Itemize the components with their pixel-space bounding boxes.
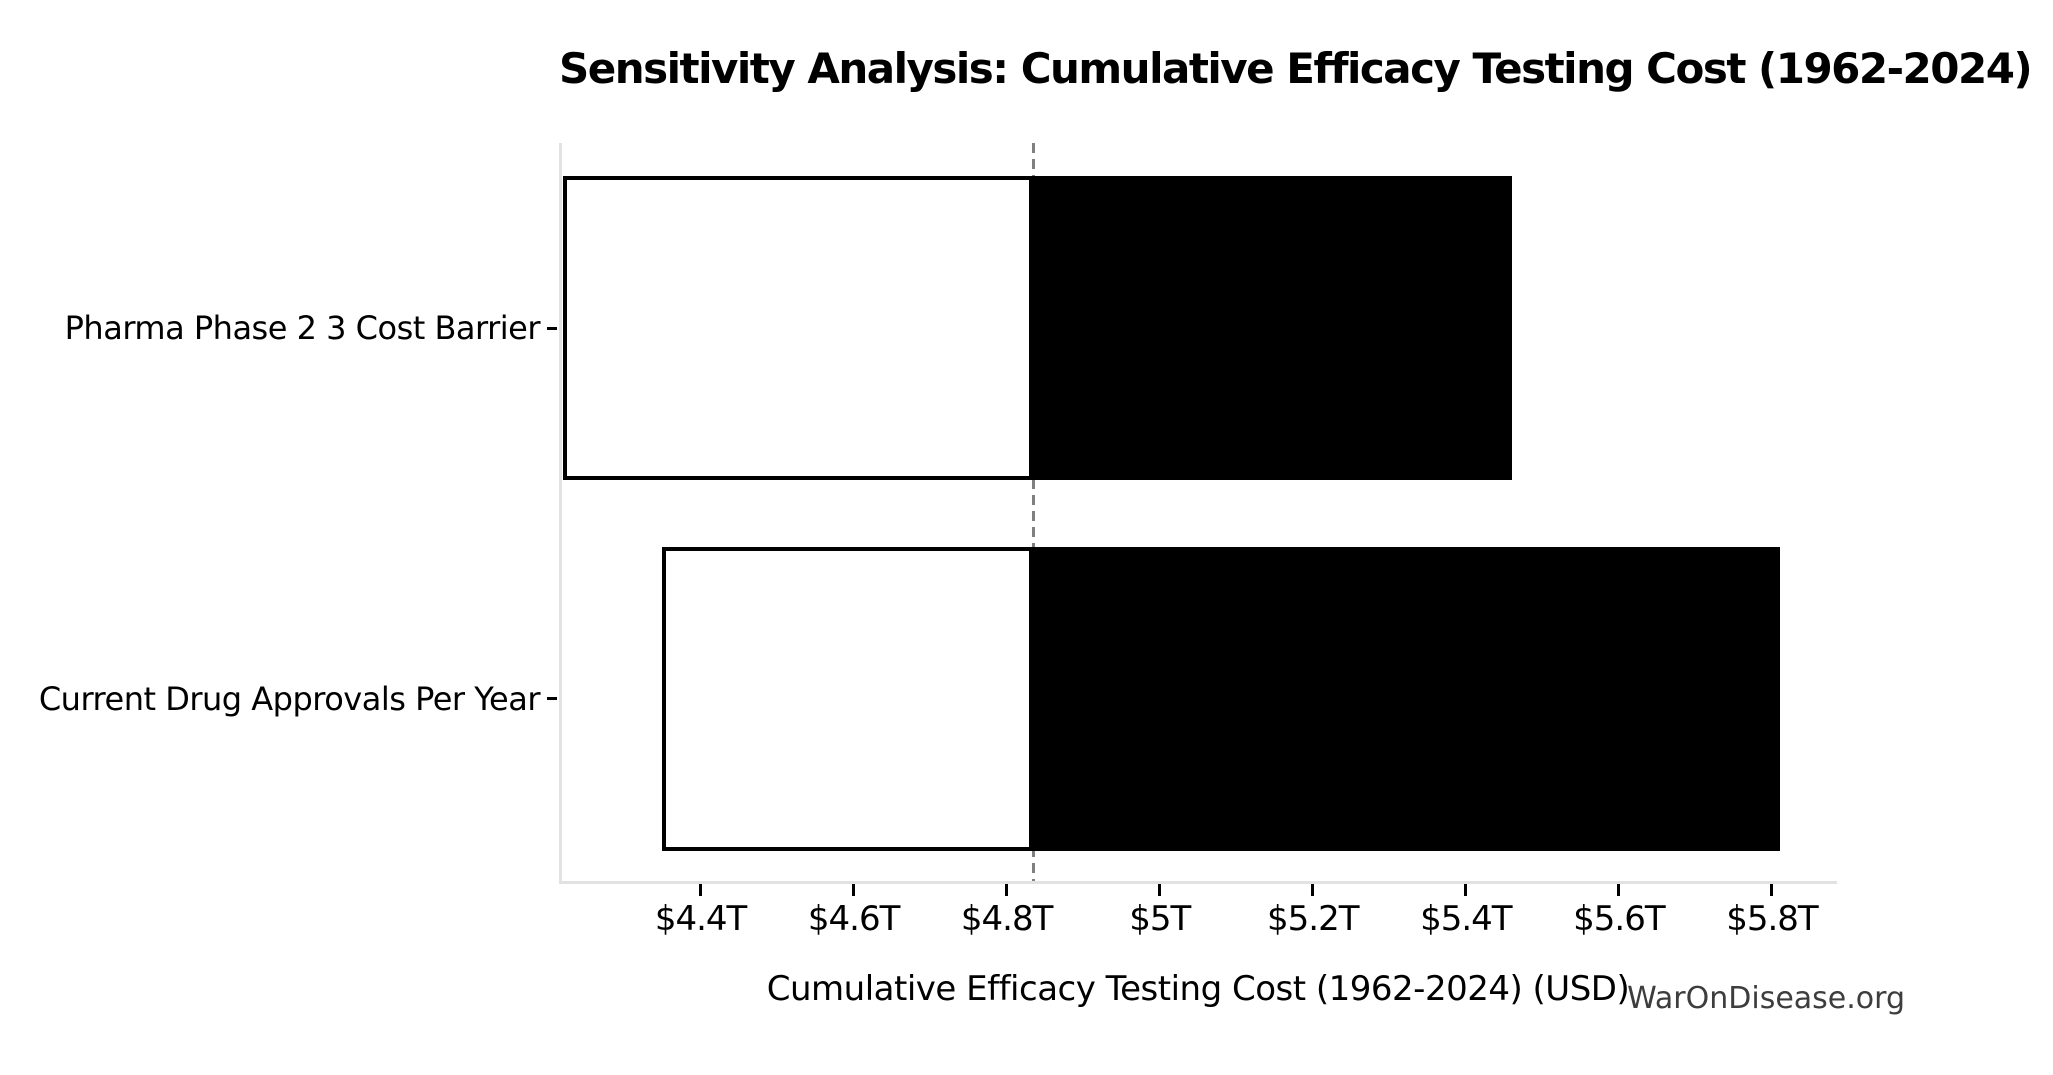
category-label: Pharma Phase 2 3 Cost Barrier [64,309,541,348]
y-axis-tick-mark [547,697,557,701]
x-axis-tick-label: $4.6T [807,899,900,939]
watermark-text: WarOnDisease.org [1627,981,1905,1016]
base-value-dashed-line [1031,143,1035,884]
bar-high-segment [1033,176,1512,481]
x-axis-tick-mark [699,884,703,896]
x-axis-tick-mark [1311,884,1315,896]
x-axis-tick-mark [1158,884,1162,896]
plot-area [559,143,1837,884]
x-axis-tick-mark [1770,884,1774,896]
x-axis-tick-mark [1617,884,1621,896]
x-axis-tick-label: $4.8T [960,899,1053,939]
y-axis-tick-mark [547,326,557,330]
x-axis-tick-mark [1464,884,1468,896]
x-axis-tick-label: $4.4T [654,899,747,939]
x-axis-tick-mark [1005,884,1009,896]
x-axis-tick-label: $5.4T [1420,899,1512,939]
x-axis-tick-label: $5.6T [1573,899,1665,939]
x-axis-tick-label: $5T [1129,899,1191,939]
x-axis-tick-label: $5.8T [1726,899,1818,939]
bar-high-segment [1033,546,1780,851]
bar-low-segment [562,176,1034,481]
x-axis-tick-label: $5.2T [1267,899,1359,939]
chart-title: Sensitivity Analysis: Cumulative Efficac… [559,44,2033,93]
x-axis-label: Cumulative Efficacy Testing Cost (1962-2… [766,969,1630,1009]
bar-low-segment [662,546,1034,851]
category-label: Current Drug Approvals Per Year [38,679,541,718]
x-axis-tick-mark [852,884,856,896]
